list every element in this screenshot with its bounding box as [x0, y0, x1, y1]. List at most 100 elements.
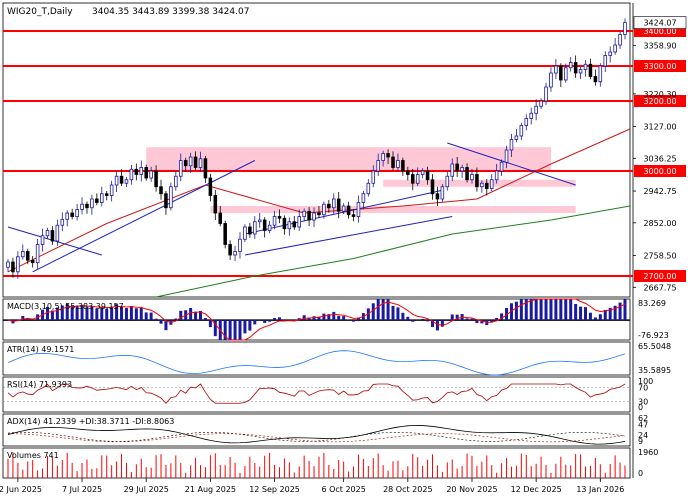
- price-tick-label: 2852.00: [643, 219, 676, 228]
- candle-body: [489, 179, 494, 189]
- candle-body: [391, 156, 395, 168]
- macd-histogram-bar: [179, 310, 183, 321]
- macd-histogram-bar: [85, 307, 89, 321]
- candle-body: [534, 105, 538, 114]
- candle-body: [100, 193, 104, 203]
- candle-body: [45, 230, 50, 237]
- candle-body: [248, 226, 252, 235]
- candle-body: [573, 62, 578, 74]
- candle-body: [549, 72, 553, 88]
- macd-histogram-bar: [421, 318, 425, 321]
- trendline: [32, 160, 256, 273]
- candle-body: [208, 177, 213, 196]
- macd-histogram-bar: [475, 320, 479, 324]
- macd-histogram-bar: [139, 307, 143, 321]
- macd-histogram-bar: [189, 307, 193, 321]
- candle-body: [213, 195, 218, 214]
- candle-body: [593, 76, 598, 83]
- macd-histogram-bar: [579, 306, 583, 321]
- candle-body: [164, 193, 168, 209]
- candle-body: [332, 198, 336, 209]
- macd-histogram-bar: [174, 318, 178, 321]
- candle-body: [154, 170, 158, 188]
- candle-body: [608, 51, 612, 56]
- macd-histogram-bar: [90, 306, 94, 321]
- level-label-bg: [634, 165, 686, 177]
- macd-histogram-bar: [396, 307, 400, 321]
- x-tick-label: 13 Jan 2026: [576, 485, 624, 494]
- indicator-tick-adx: 62: [638, 414, 648, 423]
- candle-body: [203, 158, 208, 179]
- macd-histogram-bar: [569, 299, 573, 321]
- candle-body: [253, 221, 257, 235]
- x-tick-label: 28 Oct 2025: [383, 485, 432, 494]
- macd-histogram-bar: [613, 305, 617, 321]
- candle-body: [104, 193, 109, 196]
- candle-body: [406, 170, 410, 175]
- candle-body: [16, 256, 20, 273]
- candle-body: [322, 203, 326, 216]
- macd-histogram-bar: [124, 308, 128, 321]
- candle-body: [95, 198, 99, 203]
- candle-body: [193, 156, 198, 168]
- macd-histogram-bar: [253, 320, 257, 325]
- candle-body: [509, 139, 514, 151]
- candle-body: [257, 219, 262, 223]
- candle-body: [554, 65, 558, 74]
- macd-histogram-bar: [381, 299, 385, 321]
- indicator-tick-atr: 65.5048: [638, 342, 671, 351]
- indicator-tick-rsi: 70: [638, 384, 648, 393]
- candle-body: [262, 219, 267, 231]
- x-tick-label: 6 Oct 2025: [321, 485, 365, 494]
- macd-histogram-bar: [386, 299, 390, 321]
- candle-body: [618, 34, 622, 46]
- candle-body: [386, 153, 390, 158]
- macd-histogram-bar: [559, 299, 563, 321]
- candle-body: [480, 182, 484, 188]
- macd-histogram-bar: [337, 315, 341, 321]
- candle-body: [149, 170, 153, 179]
- candle-body: [50, 230, 55, 242]
- macd-histogram-bar: [539, 299, 543, 321]
- candle-body: [613, 44, 617, 53]
- candle-body: [460, 167, 464, 172]
- candle-body: [524, 118, 529, 126]
- candle-body: [539, 100, 543, 107]
- candle-body: [90, 198, 94, 209]
- candle-body: [218, 212, 223, 224]
- candle-body: [430, 179, 435, 195]
- candle-body: [85, 203, 89, 209]
- macd-histogram-bar: [55, 307, 59, 321]
- indicator-tick-adx: 24: [638, 431, 648, 440]
- current-price-label: 3424.07: [643, 19, 676, 28]
- candle-body: [623, 22, 627, 35]
- macd-histogram-bar: [80, 304, 84, 321]
- indicator-tick-macd: -76.923: [638, 331, 669, 340]
- macd-histogram-bar: [213, 320, 217, 337]
- adx-plus-di-line: [7, 431, 626, 442]
- candle-body: [568, 62, 573, 69]
- macd-histogram-bar: [199, 310, 203, 321]
- indicator-label-atr: ATR(14) 49.1571: [7, 345, 74, 354]
- macd-histogram-bar: [430, 320, 434, 327]
- price-tick-label: 3127.00: [643, 123, 676, 132]
- chart-header-symbol: WIG20_T,Daily: [7, 7, 73, 17]
- x-tick-label: 21 Aug 2025: [185, 485, 236, 494]
- level-label-bg: [634, 270, 686, 282]
- candle-body: [238, 238, 242, 252]
- price-tick-label: 3358.90: [643, 41, 676, 50]
- candle-body: [356, 202, 361, 217]
- macd-histogram-bar: [544, 299, 548, 321]
- x-tick-label: 29 Jul 2025: [124, 485, 169, 494]
- macd-histogram-bar: [45, 306, 49, 321]
- indicator-tick-macd: 83.269: [638, 299, 666, 308]
- macd-histogram-bar: [159, 320, 163, 324]
- indicator-label-adx: ADX(14) 41.2339 +DI:38.3711 -DI:8.8063: [7, 417, 174, 426]
- macd-histogram-bar: [564, 299, 568, 321]
- candle-body: [124, 179, 129, 184]
- candle-body: [65, 212, 70, 220]
- macd-histogram-bar: [322, 313, 326, 321]
- macd-histogram-bar: [21, 315, 25, 321]
- macd-histogram-bar: [529, 299, 533, 321]
